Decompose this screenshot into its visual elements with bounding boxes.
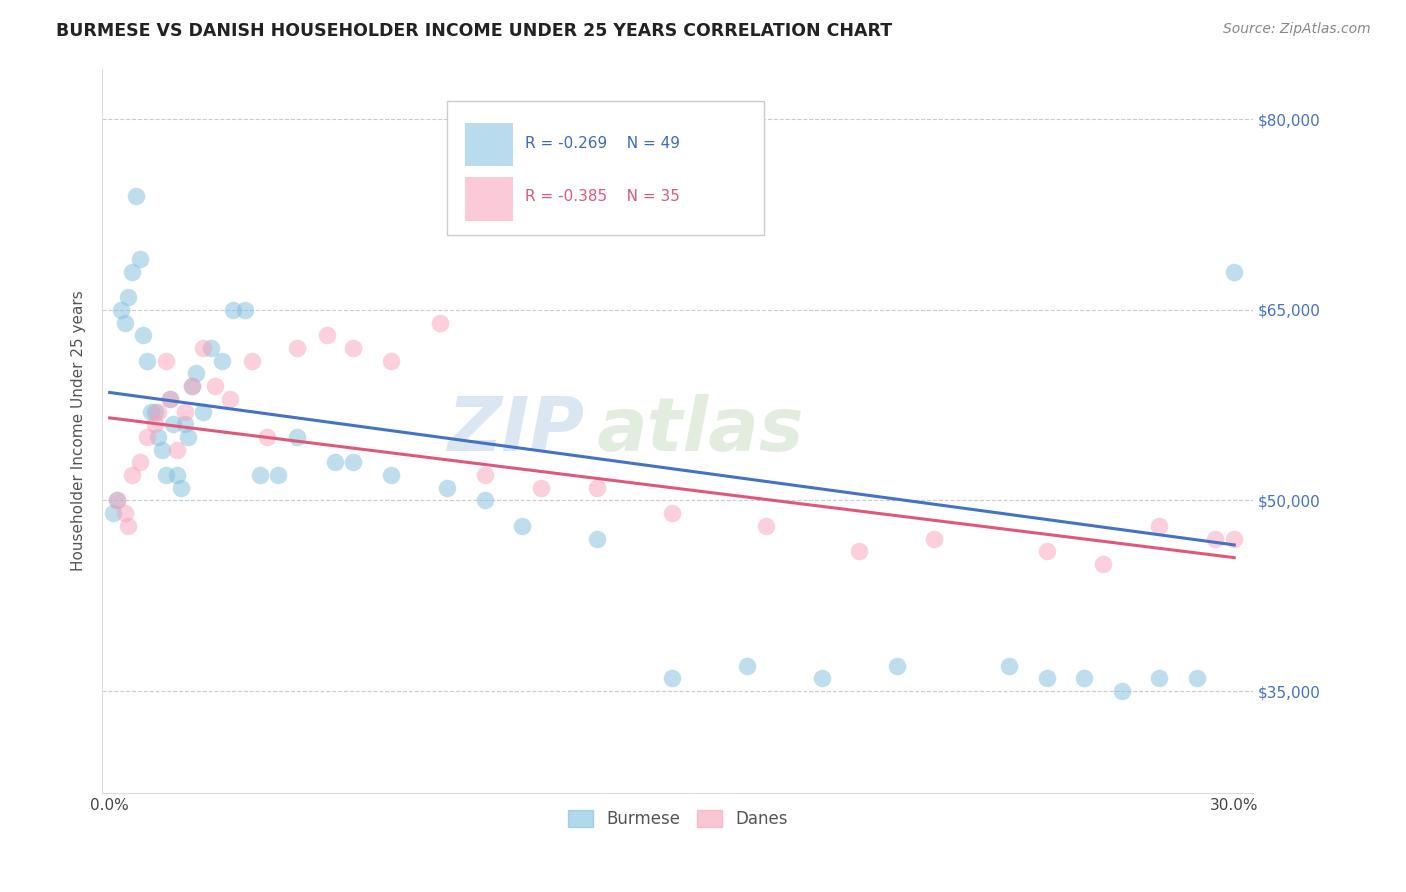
Point <box>162 417 184 432</box>
Point <box>886 658 908 673</box>
Text: ZIP: ZIP <box>449 394 585 467</box>
Point <box>181 379 204 393</box>
Point <box>256 430 278 444</box>
Point <box>285 430 308 444</box>
Point <box>267 468 290 483</box>
Point <box>181 379 204 393</box>
Point <box>184 367 207 381</box>
Point <box>240 353 263 368</box>
FancyBboxPatch shape <box>465 178 513 220</box>
Point <box>233 302 256 317</box>
Text: R = -0.269    N = 49: R = -0.269 N = 49 <box>524 136 679 151</box>
Point <box>429 316 451 330</box>
Point <box>110 302 132 317</box>
Point <box>342 455 364 469</box>
Point <box>121 265 143 279</box>
Point <box>285 341 308 355</box>
Point <box>155 353 177 368</box>
Point <box>586 481 609 495</box>
Point <box>222 302 245 317</box>
Point <box>380 468 402 483</box>
Point <box>1092 557 1115 571</box>
Point <box>148 430 170 444</box>
Point <box>155 468 177 483</box>
Point <box>530 481 553 495</box>
Point <box>218 392 240 406</box>
Point <box>474 493 496 508</box>
Point <box>128 455 150 469</box>
Point <box>1204 532 1226 546</box>
Point <box>103 506 125 520</box>
Point <box>128 252 150 266</box>
Point <box>105 493 128 508</box>
Point <box>132 328 155 343</box>
Point <box>114 506 136 520</box>
Point <box>323 455 346 469</box>
Point <box>436 481 458 495</box>
Point <box>114 316 136 330</box>
Point <box>1223 265 1246 279</box>
Point <box>125 188 148 202</box>
Point <box>143 417 166 432</box>
Text: R = -0.385    N = 35: R = -0.385 N = 35 <box>524 189 679 204</box>
Point <box>136 353 159 368</box>
Point <box>811 671 834 685</box>
Point <box>166 442 188 457</box>
Point <box>755 519 778 533</box>
Point <box>924 532 946 546</box>
Point <box>474 468 496 483</box>
Text: atlas: atlas <box>598 394 804 467</box>
Point <box>510 519 533 533</box>
Point <box>848 544 870 558</box>
Point <box>193 341 215 355</box>
Y-axis label: Householder Income Under 25 years: Householder Income Under 25 years <box>72 290 86 571</box>
Point <box>159 392 181 406</box>
Point <box>1073 671 1095 685</box>
Point <box>173 417 195 432</box>
Point <box>1149 671 1171 685</box>
Point <box>342 341 364 355</box>
Point <box>200 341 222 355</box>
Point <box>1111 684 1133 698</box>
Point <box>735 658 758 673</box>
Point <box>173 404 195 418</box>
Point <box>150 442 173 457</box>
Point <box>661 671 683 685</box>
Point <box>117 519 139 533</box>
Point <box>1036 671 1059 685</box>
Legend: Burmese, Danes: Burmese, Danes <box>561 804 794 835</box>
Point <box>177 430 200 444</box>
Point <box>380 353 402 368</box>
Point <box>204 379 226 393</box>
Point <box>159 392 181 406</box>
Point <box>1149 519 1171 533</box>
Point <box>1036 544 1059 558</box>
Point <box>661 506 683 520</box>
Text: Source: ZipAtlas.com: Source: ZipAtlas.com <box>1223 22 1371 37</box>
Point <box>117 290 139 304</box>
Point <box>249 468 271 483</box>
FancyBboxPatch shape <box>447 101 763 235</box>
Point <box>998 658 1021 673</box>
Text: BURMESE VS DANISH HOUSEHOLDER INCOME UNDER 25 YEARS CORRELATION CHART: BURMESE VS DANISH HOUSEHOLDER INCOME UND… <box>56 22 893 40</box>
FancyBboxPatch shape <box>465 123 513 166</box>
Point <box>316 328 339 343</box>
Point <box>170 481 193 495</box>
Point <box>586 532 609 546</box>
Point <box>105 493 128 508</box>
Point <box>136 430 159 444</box>
Point <box>143 404 166 418</box>
Point <box>193 404 215 418</box>
Point <box>1223 532 1246 546</box>
Point <box>121 468 143 483</box>
Point <box>139 404 162 418</box>
Point <box>148 404 170 418</box>
Point <box>166 468 188 483</box>
Point <box>1185 671 1208 685</box>
Point <box>211 353 233 368</box>
